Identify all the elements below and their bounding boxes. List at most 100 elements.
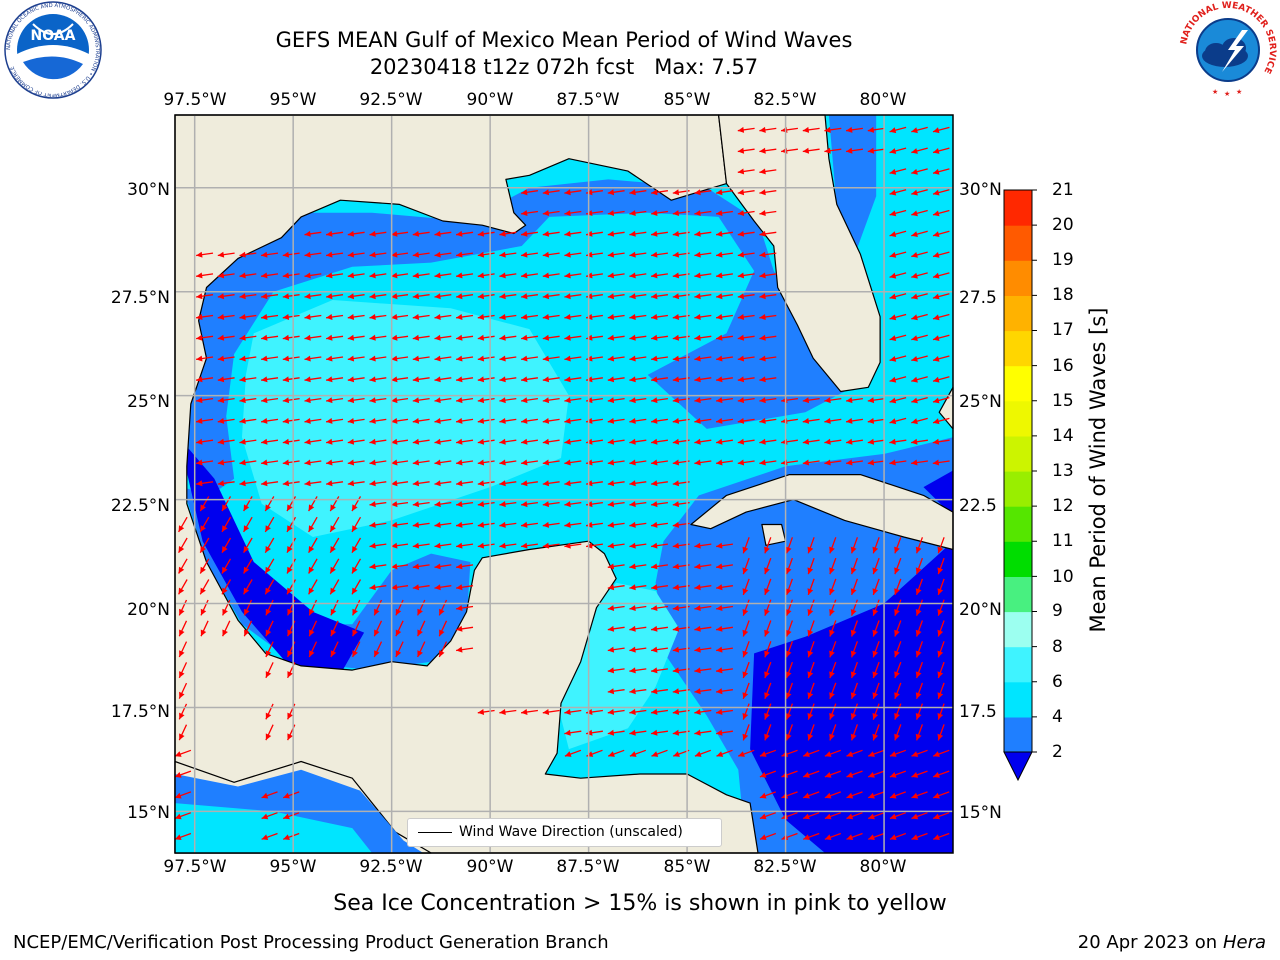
wave-direction-arrowhead bbox=[499, 438, 506, 445]
wave-direction-arrowhead bbox=[933, 792, 940, 799]
wave-direction-arrowhead bbox=[326, 230, 333, 237]
pacific-ocean-strip bbox=[175, 803, 372, 853]
wave-direction-arrowhead bbox=[369, 542, 376, 549]
wave-direction-arrowhead bbox=[369, 355, 376, 362]
wave-direction-arrowhead bbox=[807, 609, 814, 616]
wave-direction-arrowhead bbox=[391, 501, 398, 508]
x-tick-top: 90°W bbox=[466, 90, 514, 110]
wave-direction-arrowhead bbox=[287, 629, 293, 637]
wave-direction-arrowhead bbox=[889, 792, 897, 799]
wave-direction-arrowhead bbox=[829, 609, 835, 616]
wave-direction-arrowhead bbox=[846, 834, 854, 840]
wave-direction-arrowhead bbox=[564, 272, 571, 279]
wave-direction-arrowhead bbox=[846, 459, 853, 466]
wave-direction-arrowhead bbox=[499, 397, 506, 404]
wave-direction-arrowhead bbox=[672, 314, 680, 320]
wave-direction-arrowhead bbox=[672, 563, 680, 570]
wave-direction-arrowhead bbox=[374, 650, 380, 657]
wave-direction-arrowhead bbox=[742, 567, 749, 575]
wave-direction-arrowhead bbox=[829, 692, 835, 699]
wave-direction-arrowhead bbox=[287, 566, 293, 574]
wave-direction-arrowhead bbox=[672, 646, 680, 653]
wave-direction-arrowhead bbox=[412, 438, 420, 445]
wave-direction-arrowhead bbox=[651, 438, 658, 445]
colorbar-segment bbox=[1004, 365, 1032, 402]
y-tick-left: 22.5°N bbox=[110, 496, 170, 516]
colorbar-tick-label: 17 bbox=[1052, 320, 1074, 340]
wave-direction-arrowhead bbox=[607, 418, 615, 424]
wave-direction-arrowhead bbox=[764, 692, 770, 699]
wave-direction-arrowhead bbox=[911, 210, 918, 217]
wave-direction-arrowhead bbox=[829, 629, 835, 637]
wave-direction-arrowhead bbox=[759, 189, 766, 196]
wave-direction-arrowhead bbox=[915, 692, 922, 699]
wave-direction-arrowhead bbox=[759, 376, 766, 383]
wave-direction-arrowhead bbox=[395, 629, 402, 637]
colorbar-segment bbox=[1004, 190, 1032, 226]
wave-direction-arrowhead bbox=[802, 126, 810, 133]
wave-direction-arrowhead bbox=[872, 692, 879, 699]
wave-direction-arrowhead bbox=[694, 459, 701, 466]
wave-direction-arrowhead bbox=[694, 605, 701, 611]
wave-direction-arrowhead bbox=[196, 355, 203, 362]
wave-direction-arrowhead bbox=[330, 525, 336, 532]
wave-direction-arrowhead bbox=[894, 567, 900, 575]
wave-direction-arrowhead bbox=[282, 355, 290, 362]
wave-direction-arrowhead bbox=[222, 504, 228, 512]
wave-direction-arrowhead bbox=[200, 546, 206, 553]
wave-direction-arrowhead bbox=[933, 148, 940, 154]
wave-direction-arrowhead bbox=[850, 588, 857, 595]
wave-direction-arrowhead bbox=[933, 397, 940, 404]
wave-direction-arrowhead bbox=[434, 251, 441, 258]
wave-direction-arrowhead bbox=[352, 629, 358, 637]
wave-direction-arrowhead bbox=[309, 608, 315, 616]
wave-direction-arrowhead bbox=[824, 459, 831, 466]
wave-direction-arrowhead bbox=[564, 542, 571, 549]
wave-direction-arrowhead bbox=[672, 418, 680, 424]
wave-direction-arrowhead bbox=[802, 418, 810, 424]
y-tick-left: 30°N bbox=[127, 180, 170, 200]
wave-direction-arrowhead bbox=[829, 650, 835, 658]
wave-direction-arrowhead bbox=[694, 314, 701, 320]
wave-direction-arrowhead bbox=[846, 772, 854, 778]
wave-direction-arrowhead bbox=[651, 625, 658, 632]
noaa-logo: NATIONAL OCEANIC AND ATMOSPHERIC ADMINIS… bbox=[4, 1, 102, 99]
wave-direction-arrowhead bbox=[911, 231, 918, 237]
wave-direction-arrowhead bbox=[868, 834, 875, 840]
wave-direction-arrowhead bbox=[872, 567, 879, 575]
wave-direction-arrowhead bbox=[737, 230, 745, 237]
wave-direction-arrowhead bbox=[222, 629, 228, 637]
wave-direction-arrowhead bbox=[911, 168, 918, 175]
wave-direction-arrowhead bbox=[347, 314, 355, 320]
colorbar-segment bbox=[1004, 225, 1032, 261]
wave-direction-arrowhead bbox=[894, 713, 900, 720]
wave-direction-arrowhead bbox=[759, 210, 766, 216]
wave-direction-arrowhead bbox=[629, 751, 637, 757]
wave-direction-arrowhead bbox=[434, 272, 441, 279]
wave-direction-arrowhead bbox=[829, 713, 835, 720]
wave-direction-arrowhead bbox=[785, 588, 792, 595]
wave-direction-arrowhead bbox=[347, 459, 355, 466]
wave-direction-arrowhead bbox=[196, 251, 203, 258]
wave-direction-arrowhead bbox=[759, 168, 766, 175]
wave-direction-arrowhead bbox=[937, 546, 944, 554]
wave-direction-arrowhead bbox=[889, 272, 897, 279]
wave-direction-arrowhead bbox=[542, 459, 550, 466]
wave-direction-arrowhead bbox=[607, 480, 615, 487]
wave-direction-arrowhead bbox=[867, 438, 875, 445]
wave-direction-arrowhead bbox=[499, 230, 506, 237]
wave-direction-arrowhead bbox=[933, 418, 940, 425]
wave-direction-arrowhead bbox=[694, 334, 701, 341]
wave-direction-arrowhead bbox=[785, 609, 792, 616]
wave-direction-arrowhead bbox=[694, 667, 701, 674]
colorbar-segment bbox=[1004, 260, 1032, 296]
wave-direction-arrowhead bbox=[607, 438, 615, 445]
wave-direction-arrowhead bbox=[629, 230, 636, 237]
wave-direction-arrowhead bbox=[179, 691, 185, 699]
wave-direction-arrowhead bbox=[759, 355, 766, 362]
wave-direction-arrowhead bbox=[542, 355, 550, 362]
wave-direction-arrowhead bbox=[694, 293, 701, 300]
wave-direction-arrowhead bbox=[651, 251, 658, 258]
wave-direction-arrowhead bbox=[759, 147, 766, 154]
wave-direction-arrowhead bbox=[894, 588, 900, 595]
